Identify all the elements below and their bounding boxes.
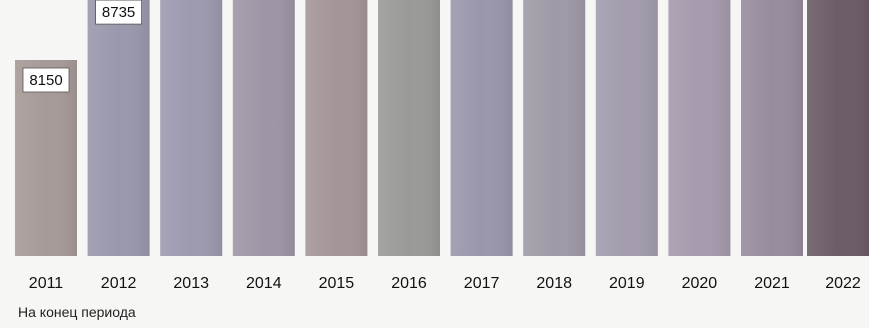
x-tick-label-2019: 2019 bbox=[609, 275, 645, 292]
bar-shading-2016 bbox=[378, 0, 440, 256]
x-tick-label-2011: 2011 bbox=[29, 275, 64, 292]
value-label-2012: 8735 bbox=[102, 4, 135, 21]
bar-shading-2014 bbox=[232, 0, 295, 257]
footnote: На конец периода bbox=[18, 304, 136, 320]
x-tick-label-2017: 2017 bbox=[464, 275, 500, 292]
bars-layer bbox=[15, 0, 869, 257]
bar-shading-2019 bbox=[595, 0, 658, 256]
x-tick-label-2012: 2012 bbox=[101, 275, 137, 292]
x-tick-label-2021: 2021 bbox=[754, 275, 790, 292]
bar-shading-2018 bbox=[523, 0, 586, 256]
bar-shading-2012 bbox=[87, 0, 150, 256]
x-tick-label-2016: 2016 bbox=[391, 275, 427, 292]
x-tick-label-2013: 2013 bbox=[173, 275, 209, 292]
value-label-box-2012 bbox=[95, 0, 142, 25]
x-tick-label-2022: 2022 bbox=[825, 275, 861, 292]
bar-shading-2013 bbox=[160, 0, 223, 256]
x-tick-label-2014: 2014 bbox=[246, 275, 282, 292]
value-label-2011: 8150 bbox=[29, 72, 62, 89]
x-tick-label-2018: 2018 bbox=[536, 275, 572, 292]
bar-shading-2011 bbox=[15, 60, 77, 256]
x-tick-label-2020: 2020 bbox=[682, 275, 718, 292]
bar-shading-2017 bbox=[450, 0, 513, 256]
bar-shading-2015 bbox=[305, 0, 368, 257]
bar-shading-2021 bbox=[741, 0, 803, 257]
value-label-box-2011 bbox=[22, 67, 70, 93]
x-tick-label-2015: 2015 bbox=[319, 275, 355, 292]
value-labels-layer: 8150873593659169971610153988310039101291… bbox=[22, 0, 142, 93]
bar-shading-2020 bbox=[668, 0, 731, 257]
x-axis-ticks-layer: 2011 2012 2013 2014 2015 2016 2017 2018 2019 2020… bbox=[29, 275, 861, 292]
bar-shading-2022 bbox=[807, 0, 869, 256]
